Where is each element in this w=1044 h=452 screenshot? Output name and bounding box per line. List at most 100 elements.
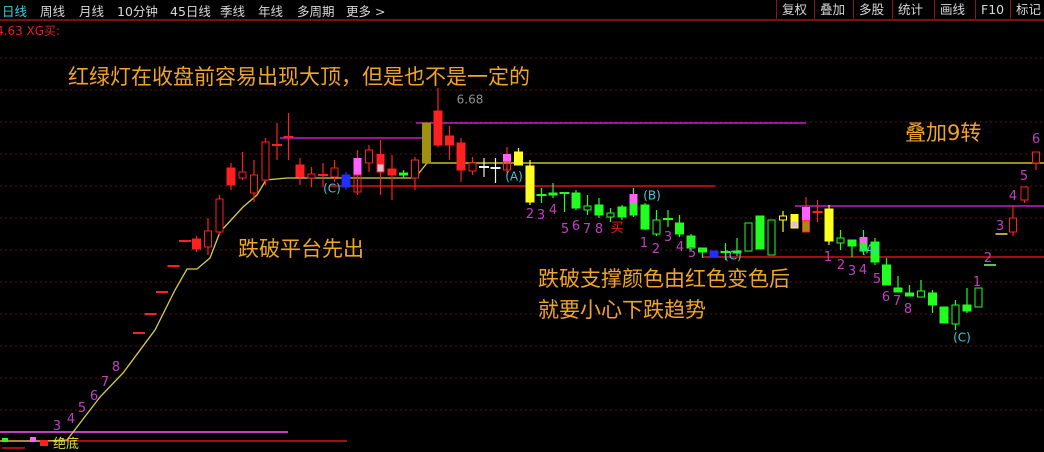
tab-45day[interactable]: 45日线 [170, 4, 211, 19]
candle-body [617, 206, 627, 218]
td-count-label: 3 [52, 418, 62, 434]
draw-line-button[interactable]: 画线 [934, 0, 965, 19]
candle-body [307, 173, 316, 179]
tab-daily[interactable]: 日线 [2, 4, 28, 19]
candle-body [583, 205, 592, 211]
td-count-label: 5 [560, 221, 570, 237]
note-top: 红绿灯在收盘前容易出现大顶，但是也不是一定的 [68, 65, 530, 89]
td-count-label: 3 [995, 218, 1005, 234]
candle-body [192, 238, 201, 250]
candle-body-top [802, 207, 810, 221]
candle-body [974, 287, 983, 308]
candle-body [341, 174, 351, 188]
candle-body [387, 168, 397, 176]
tab-10min[interactable]: 10分钟 [117, 4, 158, 19]
candle-body [917, 290, 925, 298]
td-count-label: 5 [687, 245, 697, 261]
wave-label: (C) [724, 248, 742, 263]
mark-button[interactable]: 标记 [1010, 0, 1041, 19]
td-count-label: 6 [89, 388, 99, 404]
candle-body-bottom [859, 242, 868, 252]
td-count-label: 8 [111, 359, 121, 375]
td-count-label: 4 [858, 262, 868, 278]
candle-body [1009, 217, 1017, 233]
level-lines [0, 122, 1044, 449]
td-count-label: 2 [983, 250, 993, 266]
td-count-label: 1 [639, 235, 649, 251]
candle-body [1020, 186, 1029, 201]
td-count-label: 2 [525, 206, 535, 222]
tab-more[interactable]: 更多 > [346, 4, 386, 19]
note-overlay: 叠加9转 [905, 121, 982, 145]
candle-body-bottom [353, 174, 362, 193]
candle-body-top [376, 154, 385, 164]
period-toolbar: 日线 周线 月线 10分钟 45日线 季线 年线 多周期 更多 > 复权 叠加 … [0, 0, 1044, 21]
candle-body [744, 222, 753, 252]
td-count-label: 2 [836, 257, 846, 273]
candle-body [215, 198, 224, 233]
candle-body [250, 174, 258, 194]
adjust-button[interactable]: 复权 [776, 0, 807, 19]
candle-body [606, 212, 615, 218]
candle-body [445, 135, 454, 146]
price-tag: 6.68 [456, 92, 484, 107]
candle-body-top [859, 237, 868, 244]
note-support-1: 跌破支撑颜色由红色变色后 [538, 267, 790, 291]
wave-label: (A) [505, 169, 523, 184]
candle-body [226, 167, 236, 186]
overlay-button[interactable]: 叠加 [814, 0, 845, 19]
candle-body [548, 192, 558, 196]
td-count-label: 2 [651, 241, 661, 257]
candle-body [928, 292, 937, 306]
candle-body [698, 247, 707, 253]
candle-body-top [353, 158, 362, 175]
candle-body [238, 171, 247, 179]
candle-body [675, 222, 684, 235]
note-platform: 跌破平台先出 [238, 237, 364, 261]
candle-body [652, 219, 661, 235]
candle-body [939, 306, 949, 324]
td-count-label: 7 [582, 221, 592, 237]
multi-stock-button[interactable]: 多股 [853, 0, 884, 19]
candle-body [870, 241, 880, 263]
candle-body-top [790, 214, 799, 221]
candle-body [204, 230, 212, 248]
candle-body [399, 172, 408, 176]
tab-weekly[interactable]: 周线 [40, 4, 66, 19]
td-count-label: 8 [594, 221, 604, 237]
tab-monthly[interactable]: 月线 [79, 4, 105, 19]
td-count-label: 4 [548, 202, 558, 218]
candle-body-bottom [790, 220, 799, 229]
candle-body [456, 142, 466, 171]
td-count-label: 4 [675, 239, 685, 255]
bottom-small-candles [2, 437, 48, 446]
td-count-label: 3 [536, 207, 546, 223]
statistics-button[interactable]: 统计 [892, 0, 923, 19]
candle-body [882, 264, 891, 286]
candle-body [767, 219, 776, 256]
candle-body [951, 304, 960, 325]
candle-body [411, 159, 419, 179]
f10-button[interactable]: F10 [975, 0, 1004, 19]
tab-quarterly[interactable]: 季线 [220, 4, 246, 19]
td-count-label: 3 [663, 229, 673, 245]
candle-body [893, 287, 903, 293]
candle-body [686, 235, 696, 249]
wave-label: (B) [643, 188, 661, 203]
td-count-label: 8 [903, 301, 913, 317]
candle-body [709, 250, 719, 258]
candle-body [640, 204, 650, 230]
bottom-label: 绝底 [52, 436, 80, 452]
candle-body [365, 149, 373, 164]
tab-yearly[interactable]: 年线 [258, 4, 284, 19]
td-count-label: 3 [847, 263, 857, 279]
candle-body [755, 215, 765, 250]
tab-multi-period[interactable]: 多周期 [297, 4, 335, 19]
candle-body-bottom [376, 163, 385, 173]
candle-body [330, 167, 339, 178]
candle-body-top [629, 194, 638, 204]
wave-label: (C) [323, 181, 341, 196]
candle-body [295, 164, 305, 178]
grid-lines [0, 57, 1044, 411]
